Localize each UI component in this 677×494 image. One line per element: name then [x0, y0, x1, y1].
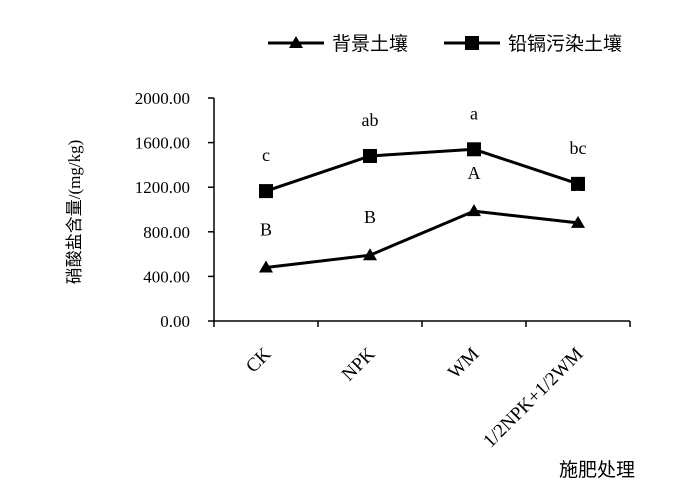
- legend-label: 铅镉污染土壤: [508, 33, 622, 55]
- x-tick-label: NPK: [338, 343, 380, 385]
- data-point: [467, 204, 481, 217]
- legend-marker: [465, 36, 479, 50]
- legend-entry-square: 铅镉污染土壤: [444, 33, 622, 55]
- significance-label: c: [262, 145, 270, 165]
- significance-label: B: [260, 219, 272, 239]
- series-line: [265, 209, 579, 269]
- y-tick-label: 0.00: [160, 312, 190, 331]
- y-ticks: 0.00 400.00 800.00 1200.00 1600.00 2000.00: [135, 89, 214, 331]
- x-tick-label: WM: [444, 344, 484, 384]
- x-axis-label: 施肥处理: [559, 459, 635, 481]
- series-line: [265, 147, 579, 193]
- series-layer: BBAAcababc: [259, 103, 587, 273]
- data-point: [571, 215, 585, 228]
- series-square: c ab a bc: [259, 103, 587, 199]
- legend-label: 背景土壤: [332, 33, 408, 55]
- legend: 背景土壤 铅镉污染土壤: [268, 33, 622, 55]
- significance-label: A: [468, 163, 481, 183]
- legend-entry-triangle: 背景土壤: [268, 33, 408, 55]
- data-point: [259, 184, 273, 199]
- data-point: [363, 248, 377, 261]
- data-point: [259, 260, 273, 273]
- data-point: [363, 148, 377, 163]
- data-point: [467, 142, 481, 157]
- x-tick-label: 1/2NPK+1/2WM: [479, 344, 587, 452]
- x-ticks: CK NPK WM1/2NPK+1/2WM: [213, 321, 631, 452]
- x-tick-label: CK: [242, 343, 276, 377]
- y-tick-label: 400.00: [143, 267, 190, 286]
- y-tick-label: 2000.00: [135, 89, 190, 108]
- data-point: [571, 176, 585, 191]
- significance-label: ab: [362, 110, 379, 130]
- significance-label: bc: [570, 138, 587, 158]
- y-tick-label: 1200.00: [135, 178, 190, 197]
- series-triangle: BBAA: [259, 163, 585, 273]
- y-tick-label: 800.00: [143, 223, 190, 242]
- significance-label: a: [470, 103, 478, 123]
- legend-marker: [289, 36, 303, 48]
- y-axis-label: 硝酸盐含量/(mg/kg): [65, 140, 84, 285]
- significance-label: B: [364, 207, 376, 227]
- y-tick-label: 1600.00: [135, 134, 190, 153]
